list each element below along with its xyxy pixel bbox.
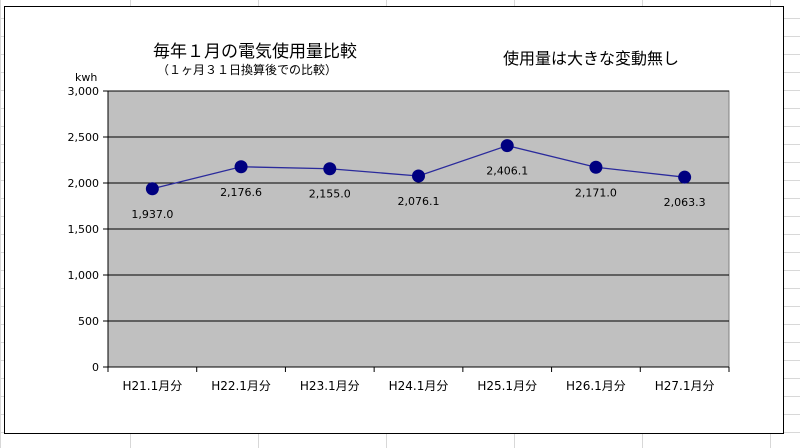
data-label: 2,063.3 <box>664 196 706 209</box>
data-point <box>589 160 603 174</box>
data-point <box>412 169 425 183</box>
y-tick-label: 3,000 <box>68 85 100 98</box>
y-tick-label: 1,000 <box>68 269 100 282</box>
data-label: 2,171.0 <box>575 186 617 199</box>
x-tick-label: H26.1月分 <box>566 379 626 393</box>
x-tick-label: H21.1月分 <box>122 379 182 393</box>
x-tick-label: H22.1月分 <box>211 379 271 393</box>
x-tick-label: H23.1月分 <box>300 379 360 393</box>
data-label: 2,176.6 <box>220 186 262 199</box>
y-tick-label: 2,500 <box>68 131 100 144</box>
data-label: 2,076.1 <box>398 195 440 208</box>
y-axis-unit-label: kwh <box>75 71 97 84</box>
data-point <box>500 139 514 153</box>
y-tick-label: 2,000 <box>68 177 100 190</box>
chart-annotation: 使用量は大きな変動無し <box>503 49 680 68</box>
x-tick-label: H27.1月分 <box>655 379 715 393</box>
data-point <box>678 170 692 184</box>
y-tick-label: 1,500 <box>68 223 100 236</box>
data-point <box>323 162 337 176</box>
data-label: 1,937.0 <box>131 208 173 221</box>
data-point <box>234 160 248 174</box>
y-tick-label: 0 <box>92 361 99 374</box>
data-label: 2,155.0 <box>309 188 351 201</box>
chart-subtitle: （１ヶ月３１日換算後での比較） <box>157 63 338 77</box>
data-point <box>145 182 159 196</box>
chart-title: 毎年１月の電気使用量比較 <box>153 42 357 62</box>
chart-container[interactable]: 0 500 1,000 1,500 2,000 2,500 3,000 kwh H21.1月分 H… <box>4 6 784 434</box>
y-tick-label: 500 <box>78 315 99 328</box>
x-tick-label: H24.1月分 <box>389 379 449 393</box>
x-tick-label: H25.1月分 <box>477 379 537 393</box>
data-label: 2,406.1 <box>486 165 528 178</box>
